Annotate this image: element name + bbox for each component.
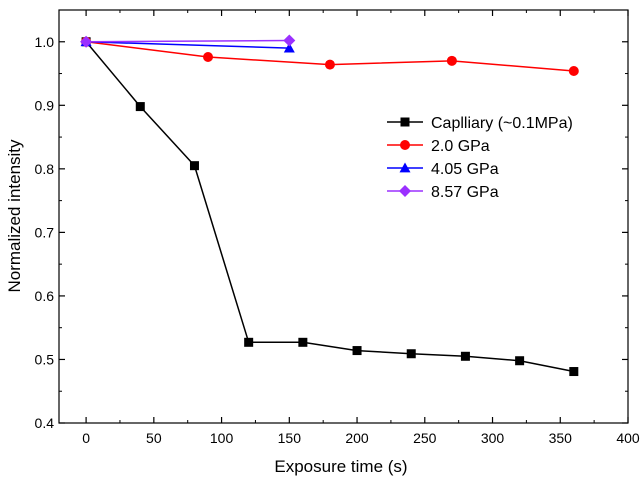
series-4 <box>80 34 296 48</box>
data-point <box>568 65 579 76</box>
data-point <box>283 42 295 53</box>
y-tick-label: 0.7 <box>35 224 55 240</box>
x-tick-label: 250 <box>413 430 437 446</box>
data-point <box>80 35 93 48</box>
data-point <box>203 52 214 63</box>
legend-label: 4.05 GPa <box>431 161 499 178</box>
y-tick-label: 0.9 <box>35 97 55 113</box>
x-tick-label: 150 <box>278 430 302 446</box>
data-point <box>515 356 525 366</box>
series-1 <box>81 37 579 377</box>
x-tick-label: 300 <box>481 430 505 446</box>
legend-label: 8.57 GPa <box>431 184 499 201</box>
x-tick-label: 100 <box>210 430 234 446</box>
axis-ticks: 0 50 100 150 200 250 300 350 400 0.4 0.5 0.6 0.7 0.8 0… <box>35 9 640 446</box>
legend-entry: 4.05 GPa <box>387 161 499 178</box>
legend-entry: 2.0 GPa <box>387 138 490 155</box>
legend-marker <box>400 117 410 127</box>
data-point <box>460 351 470 361</box>
data-point <box>135 102 145 112</box>
plot-frame <box>58 9 629 424</box>
y-tick-label: 1.0 <box>35 34 55 50</box>
y-tick-label: 0.8 <box>35 161 55 177</box>
data-point <box>298 337 308 347</box>
x-tick-label: 350 <box>549 430 573 446</box>
x-axis-label: Exposure time (s) <box>274 457 407 476</box>
data-point <box>569 367 579 377</box>
series-line <box>86 39 290 43</box>
series-2 <box>81 36 579 76</box>
series-line <box>85 41 574 373</box>
y-axis-label: Normalized intensity <box>5 139 24 293</box>
x-tick-label: 400 <box>616 430 640 446</box>
series-line <box>86 41 290 49</box>
legend-entry: Caplliary (~0.1MPa) <box>387 115 573 132</box>
data-point <box>406 349 416 359</box>
legend-marker <box>399 162 411 173</box>
y-tick-label: 0.4 <box>35 415 55 431</box>
data-point <box>283 34 296 47</box>
x-tick-label: 200 <box>345 430 369 446</box>
data-point <box>446 55 457 66</box>
legend-label: Caplliary (~0.1MPa) <box>431 115 573 132</box>
series-layer <box>80 34 579 377</box>
y-tick-label: 0.5 <box>35 351 55 367</box>
legend-entry: 8.57 GPa <box>387 184 499 201</box>
legend-marker <box>400 140 410 150</box>
data-point <box>324 59 335 70</box>
legend-label: 2.0 GPa <box>431 138 490 155</box>
data-point <box>352 346 362 356</box>
data-point <box>244 337 254 347</box>
x-tick-label: 50 <box>146 430 162 446</box>
x-tick-label: 0 <box>82 430 90 446</box>
data-point <box>189 161 199 171</box>
legend-marker <box>399 185 411 197</box>
legend: Caplliary (~0.1MPa) 2.0 GPa 4.05 GPa 8.57 G… <box>387 115 573 201</box>
y-tick-label: 0.6 <box>35 288 55 304</box>
